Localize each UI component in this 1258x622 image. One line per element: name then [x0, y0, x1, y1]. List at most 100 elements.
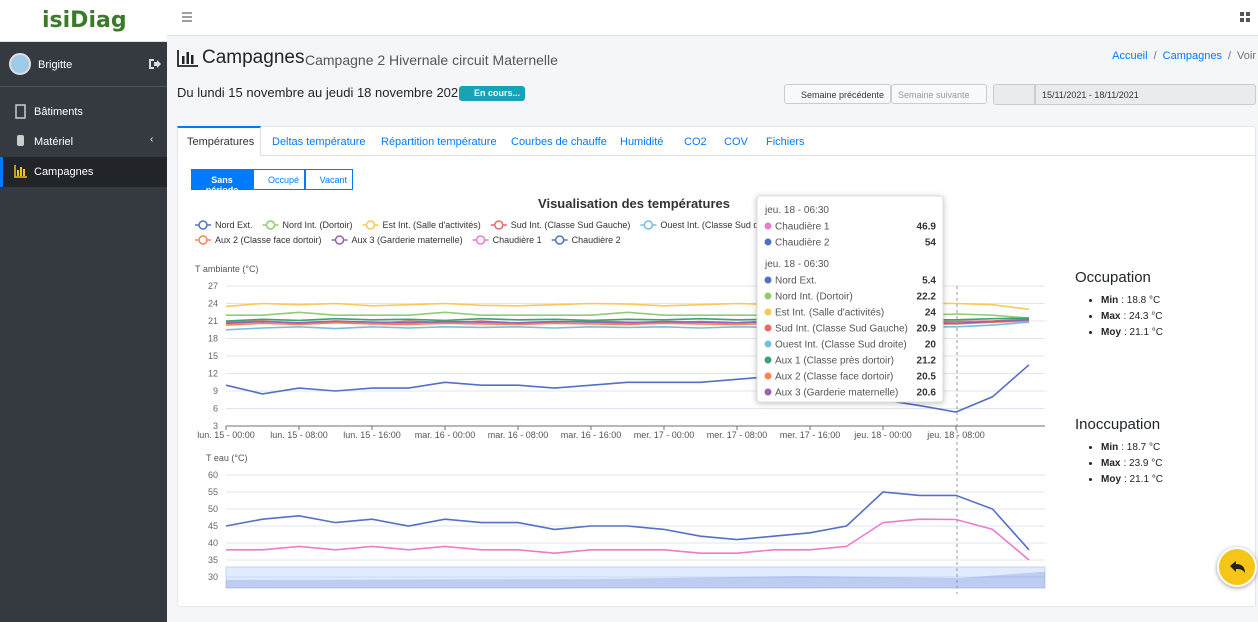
stat-label: Max [1101, 458, 1121, 469]
legend-label: Aux 2 (Classe face dortoir) [215, 235, 322, 245]
tooltip-dot [764, 292, 772, 300]
y-tick-label: 25 [208, 589, 218, 599]
tooltip-name: Aux 2 (Classe face dortoir) [775, 372, 893, 383]
legend-label: Ouest Int. (Classe Sud droite) [660, 220, 779, 230]
tab[interactable]: Courbes de chauffe [511, 136, 607, 148]
tab[interactable]: Deltas température [272, 136, 366, 148]
period-button[interactable]: Occupé [253, 169, 305, 190]
tooltip-value: 20.6 [917, 388, 937, 399]
avatar [9, 53, 31, 75]
menu-label[interactable]: Campagnes [34, 166, 94, 178]
stat-item: Moy: 21.1 °C [1101, 472, 1163, 488]
stats-title: Inoccupation [1075, 416, 1161, 433]
legend-label: Chaudière 2 [572, 235, 621, 245]
y-tick-label: 24 [208, 299, 218, 309]
tooltip-value: 22.2 [917, 292, 937, 303]
tab[interactable]: Humidité [620, 136, 664, 148]
tooltip-name: Nord Ext. [775, 276, 817, 287]
x-tick-label: mar. 16 - 16:00 [561, 430, 622, 440]
page-subtitle: Campagne 2 Hivernale circuit Maternelle [305, 52, 558, 68]
separator: / [1153, 50, 1157, 62]
period-button[interactable]: Vacant [305, 169, 353, 190]
tab[interactable]: COV [724, 136, 748, 148]
menu-item[interactable]: Campagnes [0, 157, 167, 187]
y-tick-label: 18 [208, 334, 218, 344]
tooltip-value: 5.4 [922, 276, 936, 287]
tabs-border [178, 155, 1255, 156]
stat-item: Moy: 21.1 °C [1101, 325, 1163, 341]
tooltip-dot [764, 308, 772, 316]
user-name[interactable]: Brigitte [38, 59, 73, 71]
x-tick-label: mar. 16 - 00:00 [415, 430, 476, 440]
y-tick-label: 3 [213, 421, 218, 431]
y-tick-label: 12 [208, 369, 218, 379]
crumb[interactable]: Accueil [1112, 50, 1148, 62]
tooltip-time: jeu. 18 - 06:30 [764, 205, 829, 216]
back-button[interactable] [1217, 547, 1257, 587]
crumb[interactable]: Campagnes [1162, 50, 1222, 62]
series-line [225, 491, 1030, 551]
stats-list: Min: 18.8 °CMax: 24.3 °CMoy: 21.1 °C [1075, 293, 1163, 341]
chevron: ‹ [150, 134, 154, 145]
next-week-button: Semaine suivante [891, 84, 987, 104]
legend-label: Nord Ext. [215, 220, 253, 230]
logout-icon[interactable] [147, 57, 161, 71]
crumb: Voir [1237, 50, 1256, 62]
tooltip-value: 54 [925, 238, 937, 249]
tooltip-dot [764, 324, 772, 332]
hamburger[interactable] [182, 12, 192, 22]
date-range[interactable]: 15/11/2021 - 18/11/2021 [1035, 84, 1256, 105]
data-zoom-area [226, 572, 1045, 588]
stats-title: Occupation [1075, 269, 1151, 286]
tab[interactable]: CO2 [684, 136, 707, 148]
tooltip: jeu. 18 - 06:30 Chaudière 1 46.9 Chaudière … [756, 195, 944, 403]
stat-label: Min [1101, 295, 1119, 306]
sidebar: isiDiag Brigitte Bâtiments Matériel ‹ Cam… [0, 0, 167, 622]
y-tick-label: 9 [213, 386, 218, 396]
tab[interactable]: Fichiers [766, 136, 805, 148]
legend-marker [554, 235, 565, 245]
y-tick-label: 6 [213, 404, 218, 414]
tooltip-name: Est Int. (Salle d'activités) [775, 308, 884, 319]
tooltip-box [756, 195, 944, 403]
card [177, 126, 1256, 607]
logo[interactable]: isiDiag [0, 0, 167, 42]
chart-title: Visualisation des températures [538, 196, 730, 211]
stat-label: Min [1101, 442, 1119, 453]
tooltip-time: jeu. 18 - 06:30 [764, 259, 829, 270]
apps-icon[interactable] [1240, 12, 1250, 22]
prev-week-button[interactable]: Semaine précédente [784, 84, 892, 104]
x-tick-label: mer. 17 - 08:00 [707, 430, 768, 440]
y-tick-label: 27 [208, 281, 218, 291]
x-tick-label: lun. 15 - 00:00 [197, 430, 255, 440]
tooltip-value: 24 [925, 308, 937, 319]
tooltip-value: 20.9 [917, 324, 937, 335]
user-panel: Brigitte [0, 43, 167, 87]
tooltip-dot [764, 372, 772, 380]
menu-label[interactable]: Matériel [34, 136, 74, 148]
stats-list: Min: 18.7 °CMax: 23.9 °CMoy: 21.1 °C [1075, 440, 1163, 488]
legend-label: Nord Int. (Dortoir) [283, 220, 353, 230]
stat-value: : 21.1 °C [1124, 327, 1164, 338]
y-axis-label: T eau (°C) [206, 453, 247, 463]
tooltip-name: Nord Int. (Dortoir) [775, 292, 853, 303]
x-tick-label: jeu. 18 - 08:00 [926, 430, 985, 440]
x-tick-label: lun. 15 - 16:00 [343, 430, 401, 440]
stat-label: Max [1101, 311, 1121, 322]
tab[interactable]: Répartition température [381, 136, 497, 148]
stat-label: Moy [1101, 327, 1121, 338]
chart-icon [177, 50, 198, 67]
tooltip-value: 20.5 [917, 372, 937, 383]
menu-item[interactable]: Bâtiments [0, 97, 167, 127]
menu-item[interactable]: Matériel ‹ [0, 127, 167, 157]
tooltip-dot [764, 388, 772, 396]
menu-label[interactable]: Bâtiments [34, 106, 83, 118]
tab[interactable]: Températures [187, 136, 255, 148]
stat-value: : 18.7 °C [1121, 442, 1161, 453]
active-tab-bg [177, 126, 261, 156]
date-icon [993, 84, 1035, 105]
legend-marker [475, 235, 486, 245]
period-button[interactable]: Sans période [191, 169, 253, 195]
